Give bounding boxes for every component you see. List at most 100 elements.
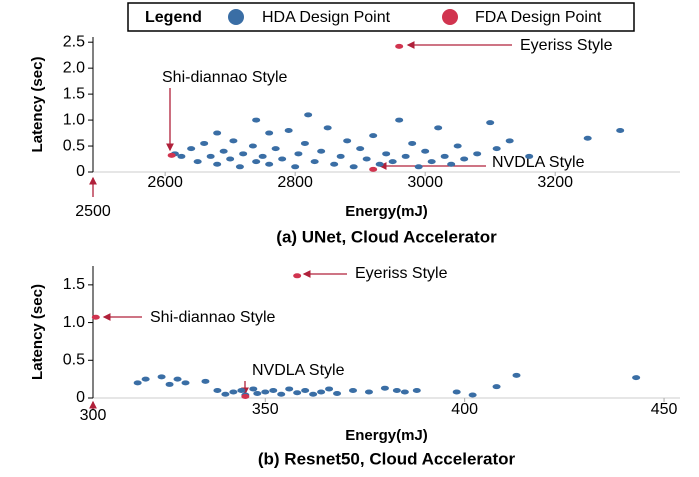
point — [265, 161, 274, 167]
point — [269, 387, 278, 393]
annotation: NVDLA Style — [492, 154, 585, 171]
point — [201, 378, 210, 384]
legend-entry: FDA Design Point — [475, 9, 602, 26]
point — [239, 151, 248, 157]
point — [388, 159, 397, 165]
point — [252, 117, 261, 123]
point — [252, 159, 261, 165]
point — [141, 376, 150, 382]
point — [323, 125, 332, 131]
chart-title: (b) Resnet50, Cloud Accelerator — [258, 449, 516, 468]
point — [157, 374, 166, 380]
point — [301, 387, 310, 393]
point — [343, 138, 352, 144]
point — [452, 389, 461, 395]
y-tick-label: 1.0 — [63, 111, 85, 128]
point — [261, 389, 270, 395]
point — [226, 156, 235, 162]
x-tick-label: 400 — [451, 401, 478, 418]
point — [206, 153, 215, 159]
annotation: Shi-diannao Style — [150, 309, 276, 326]
point — [336, 153, 345, 159]
point — [382, 151, 391, 157]
x-tick-label: 3200 — [537, 174, 573, 191]
legend-box — [127, 2, 635, 32]
point — [421, 148, 430, 154]
x-tick-label: 2800 — [277, 174, 313, 191]
point — [512, 372, 521, 378]
legend-marker — [442, 9, 458, 25]
point — [392, 387, 401, 393]
origin-label: 300 — [80, 407, 107, 424]
point — [229, 389, 238, 395]
point — [91, 314, 100, 320]
point — [293, 273, 302, 279]
point — [265, 130, 274, 136]
point — [440, 153, 449, 159]
x-axis-label: Energy(mJ) — [345, 203, 428, 220]
legend-title: Legend — [145, 9, 202, 26]
point — [258, 153, 267, 159]
point — [401, 153, 410, 159]
point — [237, 387, 246, 393]
annotation: Eyeriss Style — [355, 265, 448, 282]
point — [187, 146, 196, 152]
point — [330, 161, 339, 167]
point — [249, 386, 258, 392]
point — [632, 375, 641, 381]
point — [300, 140, 309, 146]
point — [364, 389, 373, 395]
y-tick-label: 2.5 — [63, 33, 85, 50]
point — [229, 138, 238, 144]
x-tick-label: 350 — [252, 401, 279, 418]
y-tick-label: 1.0 — [63, 314, 85, 331]
point — [356, 146, 365, 152]
point — [167, 152, 176, 158]
x-tick-label: 450 — [651, 401, 678, 418]
point — [304, 112, 313, 118]
y-axis-label: Latency (sec) — [29, 284, 46, 380]
point — [309, 391, 318, 397]
y-tick-label: 2.0 — [63, 59, 85, 76]
point — [583, 135, 592, 141]
point — [400, 389, 409, 395]
point — [278, 156, 287, 162]
point — [235, 164, 244, 170]
annotation: Shi-diannao Style — [162, 69, 288, 86]
point — [165, 381, 174, 387]
point — [369, 166, 378, 172]
annotation: NVDLA Style — [252, 362, 345, 379]
x-tick-label: 3000 — [407, 174, 443, 191]
x-tick-label: 2600 — [147, 174, 183, 191]
point — [473, 151, 482, 157]
point — [408, 140, 417, 146]
y-tick-label: 1.5 — [63, 85, 85, 102]
point — [241, 393, 250, 399]
point — [362, 156, 371, 162]
point — [294, 151, 303, 157]
point — [616, 127, 625, 133]
point — [325, 386, 334, 392]
point — [310, 159, 319, 165]
point — [492, 384, 501, 390]
point — [284, 127, 293, 133]
point — [213, 161, 222, 167]
point — [434, 125, 443, 131]
point — [221, 391, 230, 397]
point — [395, 117, 404, 123]
point — [375, 161, 384, 167]
point — [460, 156, 469, 162]
point — [468, 392, 477, 398]
chart-title: (a) UNet, Cloud Accelerator — [276, 227, 497, 246]
point — [177, 153, 186, 159]
origin-label: 2500 — [75, 203, 111, 220]
point — [293, 390, 302, 396]
point — [349, 387, 358, 393]
point — [486, 120, 495, 126]
point — [349, 164, 358, 170]
point — [291, 164, 300, 170]
legend-marker — [228, 9, 244, 25]
annotation: Eyeriss Style — [520, 37, 613, 54]
point — [253, 390, 262, 396]
point — [525, 153, 534, 159]
